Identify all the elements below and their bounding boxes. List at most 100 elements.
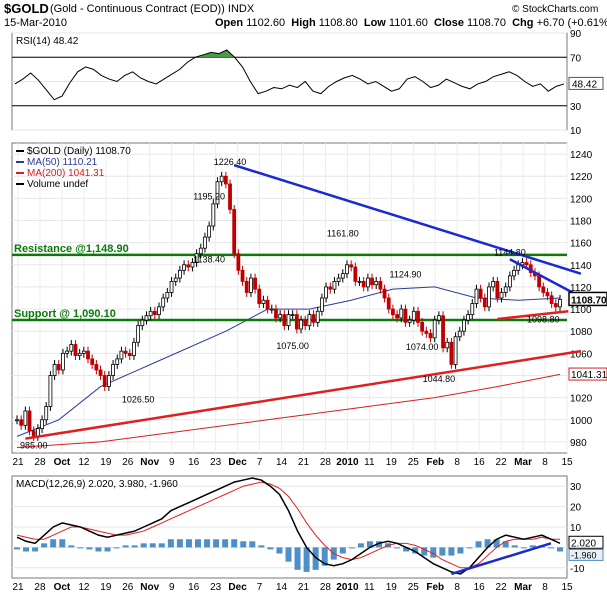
price-annotation-0: 1226.40 <box>214 157 247 167</box>
candle-body-4 <box>31 430 36 437</box>
candle-body-8 <box>48 375 53 407</box>
candle-body-113 <box>487 286 491 308</box>
candle-body-32 <box>148 310 153 317</box>
rsi-current-tag <box>568 76 604 90</box>
candle-body-127 <box>545 292 550 297</box>
price-x-label-9: 23 <box>210 457 222 468</box>
price-x-label-2: Oct <box>54 457 71 468</box>
price-tick-label-5: 1080 <box>570 327 593 338</box>
macd-hist-bar-43 <box>403 547 410 552</box>
macd-hist-bar-26 <box>249 541 256 548</box>
price-annotation-10: 1026.50 <box>122 394 155 404</box>
candle-body-116 <box>499 292 504 299</box>
candle-body-52 <box>232 209 237 255</box>
macd-hist-tag <box>568 548 604 561</box>
candle-body-79 <box>345 264 349 275</box>
macd-hist-bar-25 <box>240 541 247 548</box>
candle-body-112 <box>482 297 487 308</box>
candle-body-93 <box>403 308 408 323</box>
macd-value-tag <box>568 535 604 549</box>
price-annotation-8: 1098.80 <box>527 314 560 324</box>
price-x-label-4: 19 <box>100 457 112 468</box>
macd-x-label-17: 19 <box>386 582 398 593</box>
candle-body-74 <box>324 286 328 299</box>
price-x-label-13: 21 <box>298 457 310 468</box>
candle-body-68 <box>299 319 303 330</box>
macd-hist-bar-50 <box>466 547 473 549</box>
watermark: © StockCharts.com <box>512 4 599 15</box>
chg-label: Chg <box>512 17 534 29</box>
candle-body-42 <box>190 262 195 268</box>
macd-hist-bar-57 <box>529 545 536 548</box>
symbol-description: (Gold - Continuous Contract (EOD)) INDX <box>50 3 255 15</box>
price-trendline-3 <box>497 310 569 321</box>
macd-x-label-18: 25 <box>408 582 420 593</box>
macd-hist-bar-38 <box>357 543 364 548</box>
symbol: $GOLD <box>4 1 49 16</box>
candle-body-63 <box>278 314 283 319</box>
macd-hist-bar-36 <box>339 547 346 554</box>
candle-body-80 <box>349 264 354 268</box>
candle-body-33 <box>152 310 157 316</box>
candle-body-71 <box>311 314 316 323</box>
price-annotation-6: 1075.00 <box>276 341 309 351</box>
candle-body-57 <box>253 277 257 290</box>
macd-x-label-15: 2010 <box>336 582 359 593</box>
price-x-label-21: 16 <box>474 457 486 468</box>
macd-hist-bar-4 <box>50 539 57 548</box>
candle-body-62 <box>274 308 278 319</box>
macd-x-label-5: 26 <box>122 582 134 593</box>
candle-body-30 <box>140 319 145 327</box>
legend-label-2: MA(200) 1041.31 <box>27 168 105 179</box>
macd-hist-bar-52 <box>484 539 491 548</box>
macd-x-label-7: 9 <box>169 582 175 593</box>
candle-body-55 <box>244 280 249 293</box>
price-annotation-11: 985.00 <box>20 440 48 450</box>
candle-body-51 <box>228 183 232 210</box>
candle-body-69 <box>303 319 308 327</box>
candle-body-59 <box>261 299 266 304</box>
candle-body-16 <box>81 350 86 354</box>
candle-body-0 <box>15 419 19 422</box>
rsi-current-label: 48.42 <box>572 79 597 90</box>
candle-body-66 <box>290 314 295 317</box>
price-annotation-7: 1074.00 <box>406 342 439 352</box>
macd-x-label-21: 16 <box>474 582 486 593</box>
candle-body-60 <box>265 299 270 310</box>
candle-body-78 <box>340 273 345 279</box>
candle-body-45 <box>203 236 207 249</box>
macd-hist-bar-46 <box>430 547 437 558</box>
candle-body-102 <box>441 315 445 349</box>
macd-hist-bar-6 <box>68 545 75 548</box>
level-label-0: Resistance @1,148.90 <box>14 243 129 255</box>
candle-body-108 <box>466 314 471 321</box>
candle-body-75 <box>328 286 333 290</box>
candle-body-61 <box>269 308 274 311</box>
macd-x-label-10: Dec <box>228 582 247 593</box>
ma200-tag <box>568 367 607 381</box>
price-tick-label-9: 1160 <box>570 239 592 250</box>
price-x-label-8: 16 <box>188 457 200 468</box>
rsi-tick-label-0: 90 <box>570 29 582 40</box>
macd-hist-bar-3 <box>41 543 48 548</box>
macd-x-label-13: 21 <box>298 582 310 593</box>
candle-body-125 <box>537 275 542 288</box>
candle-body-44 <box>198 247 203 255</box>
macd-hist-bar-39 <box>366 541 373 548</box>
macd-x-label-24: 8 <box>542 582 548 593</box>
macd-hist-bar-32 <box>303 547 310 572</box>
price-tick-label-13: 1240 <box>570 150 593 161</box>
candle-body-38 <box>173 277 178 282</box>
macd-tick-label-2: 10 <box>570 523 582 534</box>
macd-x-label-25: 15 <box>561 582 573 593</box>
macd-hist-bar-2 <box>32 547 39 552</box>
price-x-label-15: 2010 <box>336 457 359 468</box>
close-label: Close <box>434 17 464 29</box>
price-x-label-16: 11 <box>364 457 375 468</box>
price-x-label-14: 28 <box>320 457 332 468</box>
candle-body-67 <box>294 314 299 330</box>
macd-x-label-1: 28 <box>34 582 46 593</box>
price-panel-frame <box>11 142 568 454</box>
low-label: Low <box>363 17 386 29</box>
candle-body-94 <box>407 319 412 323</box>
